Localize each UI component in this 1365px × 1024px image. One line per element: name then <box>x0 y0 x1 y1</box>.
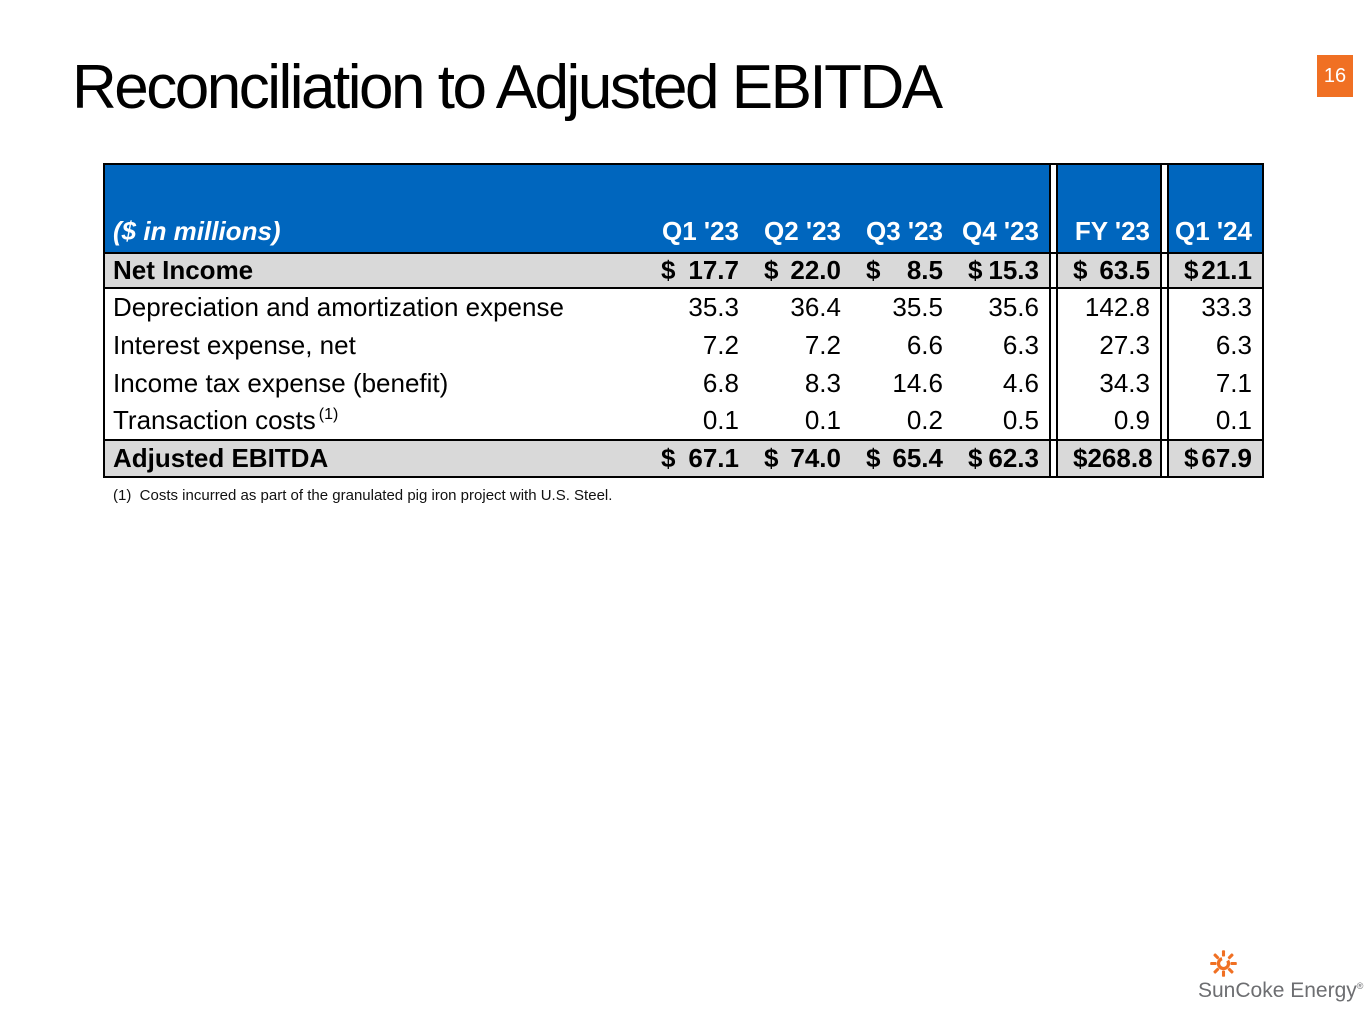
row-label: Depreciation and amortization expense <box>113 292 564 322</box>
column-spacer <box>1160 164 1169 254</box>
suncoke-logo: SunCoke Energy® <box>1198 950 1364 1003</box>
currency-symbol: $ <box>968 443 983 473</box>
footnote-reference: (1) <box>318 406 339 424</box>
cell-value: $67.9 <box>1168 439 1263 477</box>
currency-symbol: $ <box>1184 443 1199 473</box>
cell-value: 4.6 <box>1002 367 1039 398</box>
currency-symbol: $ <box>661 443 676 473</box>
registered-mark: ® <box>1356 981 1364 991</box>
column-spacer <box>1160 326 1169 364</box>
footnote: (1) Costs incurred as part of the granul… <box>113 487 613 504</box>
row-label: Transaction costs (1) <box>113 405 339 435</box>
cell-value: $8.5 <box>851 253 953 289</box>
cell-value: $63.5 <box>1057 253 1161 289</box>
table-row-income-tax: Income tax expense (benefit) 6.8 8.3 14.… <box>104 364 1263 402</box>
table-header-row: ($ in millions) Q1 '23 Q2 '23 Q3 '23 Q4 … <box>104 164 1263 254</box>
column-spacer <box>1049 253 1058 289</box>
currency-symbol: $ <box>968 255 983 285</box>
cell-value: 0.1 <box>1215 405 1252 435</box>
currency-symbol: $ <box>764 255 779 285</box>
cell-value: 6.8 <box>702 367 739 398</box>
table-row-adjusted-ebitda: Adjusted EBITDA $67.1 $74.0 $65.4 $62.3 … <box>104 439 1263 477</box>
row-label: Net Income <box>104 253 646 289</box>
cell-value: 36.4 <box>790 292 841 322</box>
cell-value: $21.1 <box>1168 253 1263 289</box>
cell-value: 8.3 <box>804 367 841 398</box>
column-header-q3-23: Q3 '23 <box>851 164 953 254</box>
column-spacer <box>1049 164 1058 254</box>
cell-value: $67.1 <box>646 439 749 477</box>
table-row-interest-expense: Interest expense, net 7.2 7.2 6.6 6.3 27… <box>104 326 1263 364</box>
table-row-depreciation: Depreciation and amortization expense 35… <box>104 288 1263 326</box>
cell-value: 7.2 <box>702 329 739 360</box>
cell-value: 0.1 <box>804 405 841 435</box>
column-header-q1-24: Q1 '24 <box>1168 164 1263 254</box>
page-title: Reconciliation to Adjusted EBITDA <box>72 53 943 122</box>
page-number-badge: 16 <box>1317 55 1353 97</box>
cell-value: 7.2 <box>804 329 841 360</box>
cell-value: 35.6 <box>988 292 1039 322</box>
cell-value: 142.8 <box>1084 292 1150 322</box>
column-spacer <box>1160 402 1169 440</box>
column-spacer <box>1160 364 1169 402</box>
sunburst-icon <box>1210 950 1237 977</box>
row-label: Interest expense, net <box>113 329 356 360</box>
column-header-q4-23: Q4 '23 <box>953 164 1050 254</box>
row-label: Income tax expense (benefit) <box>113 367 449 398</box>
cell-value: 33.3 <box>1201 292 1252 322</box>
column-header-q2-23: Q2 '23 <box>749 164 851 254</box>
cell-value: $22.0 <box>749 253 851 289</box>
column-header-q1-23: Q1 '23 <box>646 164 749 254</box>
column-spacer <box>1160 439 1169 477</box>
currency-symbol: $ <box>1073 443 1088 473</box>
page-number: 16 <box>1323 64 1347 87</box>
row-label: Adjusted EBITDA <box>104 439 646 477</box>
column-spacer <box>1160 253 1169 289</box>
currency-symbol: $ <box>661 255 676 285</box>
cell-value: $62.3 <box>953 439 1050 477</box>
column-spacer <box>1049 439 1058 477</box>
cell-value: 34.3 <box>1099 367 1150 398</box>
column-spacer <box>1160 288 1169 326</box>
cell-value: 35.3 <box>688 292 739 322</box>
column-header-fy-23: FY '23 <box>1057 164 1161 254</box>
cell-value: 7.1 <box>1215 367 1252 398</box>
cell-value: 35.5 <box>892 292 943 322</box>
currency-symbol: $ <box>866 255 881 285</box>
currency-symbol: $ <box>1073 255 1088 285</box>
table-row-transaction-costs: Transaction costs (1) 0.1 0.1 0.2 0.5 0.9… <box>104 402 1263 440</box>
cell-value: 6.3 <box>1002 329 1039 360</box>
cell-value: $268.8 <box>1057 439 1161 477</box>
cell-value: 6.3 <box>1215 329 1252 360</box>
cell-value: $65.4 <box>851 439 953 477</box>
ebitda-reconciliation-table: ($ in millions) Q1 '23 Q2 '23 Q3 '23 Q4 … <box>103 163 1264 478</box>
currency-symbol: $ <box>764 443 779 473</box>
cell-value: 14.6 <box>892 367 943 398</box>
cell-value: 0.2 <box>906 405 943 435</box>
cell-value: $15.3 <box>953 253 1050 289</box>
cell-value: 0.1 <box>702 405 739 435</box>
table-row-net-income: Net Income $17.7 $22.0 $8.5 $15.3 $63.5 … <box>104 253 1263 289</box>
cell-value: 0.9 <box>1113 405 1150 435</box>
currency-symbol: $ <box>1184 255 1199 285</box>
cell-value: 0.5 <box>1002 405 1039 435</box>
cell-value: $74.0 <box>749 439 851 477</box>
logo-wordmark: SunCoke Energy® <box>1198 979 1364 1002</box>
column-spacer <box>1049 288 1058 326</box>
cell-value: $17.7 <box>646 253 749 289</box>
column-spacer <box>1049 402 1058 440</box>
column-spacer <box>1049 326 1058 364</box>
units-label: ($ in millions) <box>104 164 646 254</box>
currency-symbol: $ <box>866 443 881 473</box>
column-spacer <box>1049 364 1058 402</box>
cell-value: 27.3 <box>1099 329 1150 360</box>
cell-value: 6.6 <box>906 329 943 360</box>
